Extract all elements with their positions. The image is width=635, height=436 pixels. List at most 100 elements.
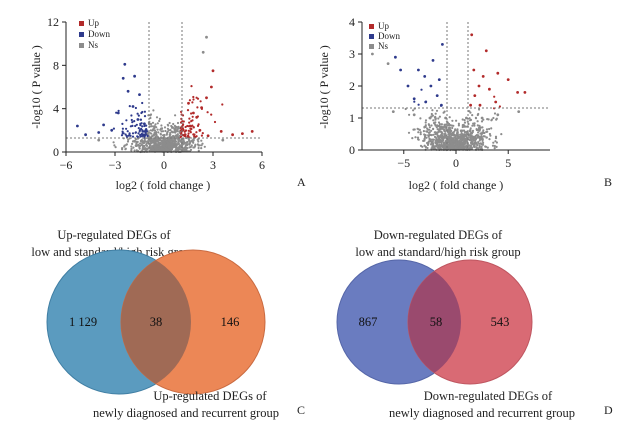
volcano-a-bg-point [183,141,186,144]
volcano-b-bg-point [492,116,495,120]
volcano-a-y-tick-label: 4 [53,102,59,116]
volcano-b-bg-point [468,117,471,120]
volcano-a-bg-point [182,134,185,137]
volcano-b-bg-point [480,120,484,123]
volcano-b-bg-point [493,112,497,115]
volcano-a-point-down [141,133,145,137]
volcano-b-bg-point [495,145,498,148]
volcano-b-bg-point [436,131,440,134]
volcano-a-bg-point [187,129,190,132]
panel-label-c: C [297,403,305,417]
volcano-a-bg-point [161,139,164,142]
volcano-b-bg-point [428,126,431,129]
volcano-b-bg-point [454,136,457,139]
volcano-b-bg-point [438,115,441,118]
volcano-b-point-ns [449,129,453,133]
volcano-a-points [76,35,254,154]
legend-up-swatch-a [79,21,84,26]
legend-up-label-a: Up [88,18,99,28]
volcano-b-bg-point [477,131,480,134]
volcano-a-bg-point [140,111,143,115]
volcano-b-bg-point [462,141,465,144]
volcano-b-bg-point [479,137,482,141]
volcano-b-bg-point [478,108,481,111]
volcano-a-bg-point [196,106,199,109]
legend-down-label-b: Down [378,31,400,41]
venn-d-set1-title-line2: low and standard/high risk group [355,245,520,259]
volcano-a-bg-point [158,117,161,120]
volcano-a-bg-point [113,144,116,147]
volcano-b-bg-point [476,144,479,147]
volcano-a-bg-point [141,101,144,105]
volcano-b-bg-point [414,136,417,139]
volcano-a-bg-point [173,127,176,130]
volcano-b-bg-point [419,117,422,120]
volcano-b-bg-point [407,131,411,134]
volcano-b-bg-point [423,137,426,140]
volcano-a-bg-point [185,149,188,152]
volcano-a-bg-point [141,146,145,149]
volcano-b-bg-point [475,146,478,149]
venn-c-set1-only-count: 1 129 [69,315,97,329]
volcano-b-bg-point [478,125,481,128]
volcano-a-bg-point [170,146,173,149]
volcano-b-bg-point [424,119,428,122]
volcano-b-bg-point [428,137,431,140]
volcano-b-point-ns [371,52,374,56]
volcano-b-point-down [417,68,420,72]
volcano-b-y-label: -log10 ( P value ) [317,45,331,129]
volcano-b-point-up [523,91,527,94]
volcano-a-bg-point [150,135,153,138]
volcano-a-bg-point [197,149,200,152]
volcano-b-point-ns [496,113,500,117]
volcano-a-y-tick-label: 8 [53,58,59,72]
volcano-b-bg-point [473,122,476,125]
volcano-b-bg-point [433,135,437,138]
volcano-b-bg-point [430,129,433,132]
volcano-b-bg-point [465,146,468,149]
volcano-a-point-down [123,62,127,66]
volcano-b-bg-point [411,137,414,140]
volcano-a-bg-point [156,135,159,138]
volcano-b-bg-point [422,130,425,133]
volcano-b-point-down [435,94,439,97]
volcano-b-bg-point [437,121,441,124]
volcano-b-point-down [412,97,416,101]
volcano-a-point-ns [97,138,101,142]
volcano-b-bg-point [435,126,438,129]
volcano-a-bg-point [188,139,191,142]
volcano-a-bg-point [152,134,155,137]
venn-d-set2-title-line1: Down-regulated DEGs of [424,389,553,403]
volcano-a-bg-point [158,139,161,142]
volcano-a-bg-point [134,106,137,110]
volcano-a-bg-point [140,127,143,130]
volcano-a-bg-point [158,149,161,152]
volcano-a-bg-point [203,145,206,148]
volcano-b-bg-point [454,147,458,150]
volcano-b-y-tick-label: 1 [349,111,355,125]
volcano-b-bg-point [482,141,485,144]
volcano-a-bg-point [141,125,144,128]
volcano-a-bg-point [167,149,170,152]
panel-label-d: D [604,403,613,417]
volcano-a-bg-point [201,142,204,145]
volcano-a-bg-point [153,125,156,128]
volcano-b-bg-point [412,128,415,131]
volcano-a-bg-point [149,139,153,142]
volcano-a-bg-point [169,133,172,136]
volcano-b-point-down [437,78,441,81]
volcano-a-bg-point [129,125,132,128]
volcano-a-bg-point [128,105,131,108]
volcano-b-bg-point [485,130,488,133]
volcano-a-bg-point [192,146,195,149]
volcano-b-x-tick-label: −5 [397,156,410,170]
volcano-a-point-up [250,130,254,133]
volcano-b-bg-point [428,124,431,127]
volcano-b-point-up [469,103,472,107]
volcano-a-bg-point [162,145,165,148]
venn-diagram-d: Down-regulated DEGs of low and standard/… [336,228,613,420]
volcano-b-bg-point [464,125,468,128]
volcano-a-bg-point [196,138,199,141]
legend-ns-swatch-a [79,43,84,48]
